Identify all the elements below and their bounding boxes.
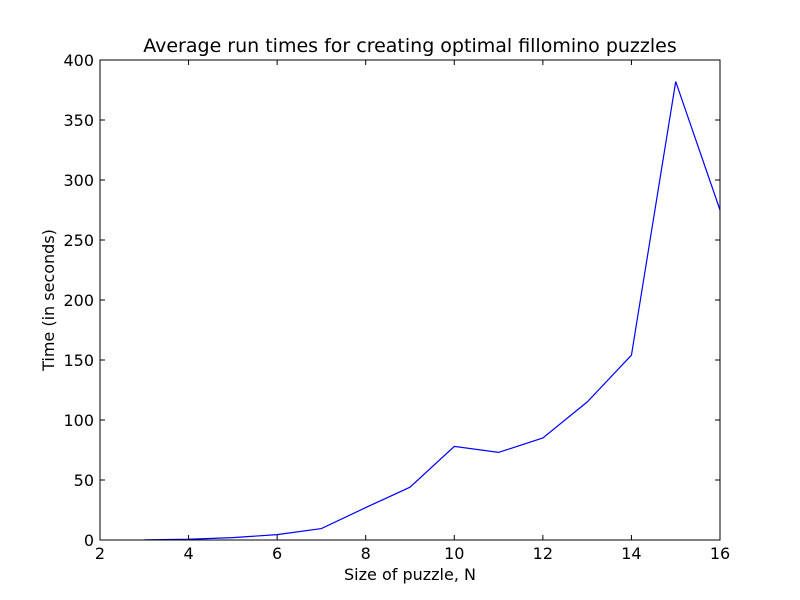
y-tick-label: 100 bbox=[63, 411, 94, 430]
x-tick-label: 4 bbox=[183, 544, 193, 563]
y-tick-label: 250 bbox=[63, 231, 94, 250]
y-tick-label: 300 bbox=[63, 171, 94, 190]
y-tick-label: 400 bbox=[63, 51, 94, 70]
x-axis: 2 4 6 8 10 12 14 16 bbox=[95, 60, 730, 563]
y-axis-title: Time (in seconds) bbox=[39, 229, 58, 372]
y-tick-label: 200 bbox=[63, 291, 94, 310]
chart-title: Average run times for creating optimal f… bbox=[143, 35, 677, 57]
series-line bbox=[144, 81, 721, 541]
series-layer bbox=[144, 81, 721, 541]
x-tick-label: 2 bbox=[95, 544, 105, 563]
x-tick-label: 8 bbox=[361, 544, 371, 563]
x-tick-label: 12 bbox=[533, 544, 553, 563]
x-axis-title: Size of puzzle, N bbox=[344, 565, 476, 584]
x-tick-label: 16 bbox=[710, 544, 730, 563]
x-tick-label: 10 bbox=[444, 544, 464, 563]
y-axis: 0 50 100 150 200 250 300 350 400 bbox=[63, 51, 720, 550]
y-tick-label: 50 bbox=[74, 471, 94, 490]
x-tick-label: 6 bbox=[272, 544, 282, 563]
y-tick-label: 150 bbox=[63, 351, 94, 370]
y-tick-label: 0 bbox=[84, 531, 94, 550]
y-tick-label: 350 bbox=[63, 111, 94, 130]
x-tick-label: 14 bbox=[621, 544, 641, 563]
plot-area bbox=[100, 60, 720, 540]
